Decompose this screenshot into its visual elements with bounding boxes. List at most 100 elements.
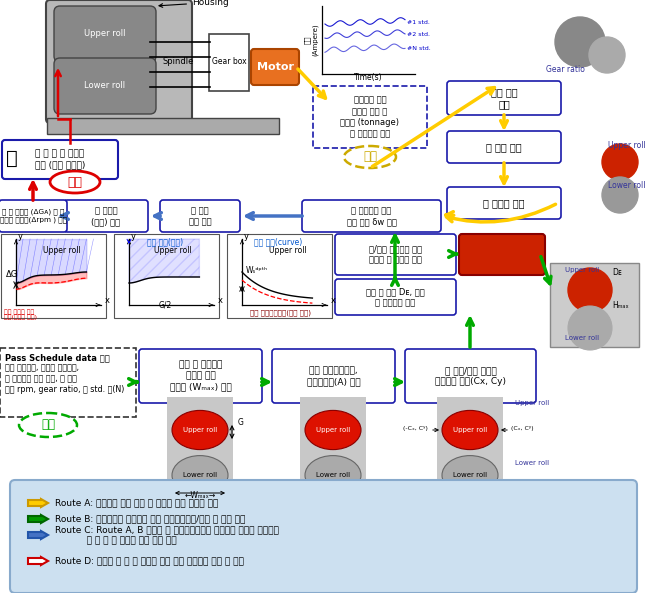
Circle shape	[589, 37, 625, 73]
Text: Route D: 산출된 롤 갭 및 회전수 조정 값을 운전실에 전달 및 제어: Route D: 산출된 롤 갭 및 회전수 조정 값을 운전실에 전달 및 제…	[55, 556, 244, 566]
Text: 마모 면적(빗금): 마모 면적(빗금)	[147, 237, 183, 246]
Text: 마모 곡선(curve): 마모 곡선(curve)	[254, 237, 302, 246]
Text: Pass Schedule data 입력: Pass Schedule data 입력	[5, 353, 110, 362]
Text: 소재 자유표면형상,
소재단면적(A) 계산: 소재 자유표면형상, 소재단면적(A) 계산	[306, 366, 361, 386]
Text: 입력: 입력	[41, 419, 55, 432]
Text: 롤 중심부의 최대
마모 깊이 δw 계산: 롤 중심부의 최대 마모 깊이 δw 계산	[346, 206, 397, 226]
Text: 롤 마모
커브 산출: 롤 마모 커브 산출	[189, 206, 212, 226]
FancyBboxPatch shape	[335, 234, 456, 275]
Text: Upper roll: Upper roll	[154, 246, 192, 255]
Text: ΔG: ΔG	[6, 270, 18, 279]
Text: Upper roll: Upper roll	[269, 246, 307, 255]
Ellipse shape	[344, 146, 396, 168]
FancyBboxPatch shape	[313, 86, 427, 148]
Ellipse shape	[19, 413, 77, 437]
Text: 소재 자유표면형상(빨간 점선): 소재 자유표면형상(빨간 점선)	[250, 309, 310, 315]
Text: Gear box: Gear box	[212, 58, 246, 66]
FancyBboxPatch shape	[167, 397, 233, 535]
FancyBboxPatch shape	[46, 0, 192, 123]
Text: 롤 공형/소재 폭퍼짘
접촉완료 위치(Cx, Cy): 롤 공형/소재 폭퍼짘 접촉완료 위치(Cx, Cy)	[435, 366, 506, 386]
Ellipse shape	[172, 455, 228, 495]
Text: Lower roll: Lower roll	[183, 472, 217, 478]
Text: Route A: 모터전류 변화 값을 롤 압하력 변화 값으로 계산: Route A: 모터전류 변화 값을 롤 압하력 변화 값으로 계산	[55, 499, 218, 508]
FancyBboxPatch shape	[272, 349, 395, 403]
Ellipse shape	[50, 171, 100, 193]
Text: Gear ratio: Gear ratio	[546, 65, 584, 74]
FancyBboxPatch shape	[447, 81, 561, 115]
Text: Wₛᵈᵖᵗʰ: Wₛᵈᵖᵗʰ	[246, 266, 268, 275]
Text: Upper roll: Upper roll	[183, 427, 217, 433]
FancyBboxPatch shape	[114, 234, 219, 318]
Text: #1 std.: #1 std.	[407, 21, 430, 25]
Text: Upper roll: Upper roll	[316, 427, 350, 433]
Ellipse shape	[305, 455, 361, 495]
Ellipse shape	[442, 410, 498, 449]
Text: Upper roll: Upper roll	[453, 427, 487, 433]
Text: Lower roll: Lower roll	[84, 81, 126, 91]
FancyBboxPatch shape	[64, 200, 148, 232]
Text: Lower roll: Lower roll	[453, 472, 487, 478]
Text: 동가 처리된 마모: 동가 처리된 마모	[4, 310, 34, 315]
Text: 면적(빨간색 빗금): 면적(빨간색 빗금)	[4, 314, 37, 320]
Text: #N std.: #N std.	[407, 46, 431, 52]
Text: Upper roll: Upper roll	[43, 246, 81, 255]
Text: 롤 갭 감소량 (ΔGᴀ) 및 롤
회전수 증가량(Δrpm ) 산출: 롤 갭 감소량 (ΔGᴀ) 및 롤 회전수 증가량(Δrpm ) 산출	[0, 209, 66, 224]
Text: 롤 갭 및 롤 회전수
조정 (압연 운전실): 롤 갭 및 롤 회전수 조정 (압연 운전실)	[35, 149, 85, 170]
Text: x: x	[331, 296, 336, 305]
FancyArrow shape	[28, 557, 48, 565]
FancyBboxPatch shape	[47, 118, 279, 134]
FancyBboxPatch shape	[300, 397, 366, 535]
Circle shape	[602, 177, 638, 213]
Text: Spindle: Spindle	[163, 58, 193, 66]
FancyBboxPatch shape	[437, 397, 503, 535]
Text: 유효 롤 직경 Dᴇ, 유효
롤 접촉길이 예측: 유효 롤 직경 Dᴇ, 유효 롤 접촉길이 예측	[366, 287, 425, 307]
FancyBboxPatch shape	[550, 263, 639, 347]
Text: Lower roll: Lower roll	[608, 181, 645, 190]
Text: 공형 롤 출구에서
소재의 최대
폭퍼짘 (Wₘₐₓ) 계산: 공형 롤 출구에서 소재의 최대 폭퍼짘 (Wₘₐₓ) 계산	[170, 361, 232, 391]
Ellipse shape	[172, 410, 228, 449]
Text: G/2: G/2	[159, 301, 172, 310]
FancyBboxPatch shape	[0, 200, 67, 232]
FancyBboxPatch shape	[54, 58, 156, 114]
Text: Lower roll: Lower roll	[515, 460, 549, 466]
Text: Hₘₐₓ: Hₘₐₓ	[612, 301, 629, 310]
Text: Motor: Motor	[257, 62, 293, 72]
Text: y: y	[131, 232, 136, 241]
Text: Dᴇ: Dᴇ	[612, 268, 622, 277]
FancyBboxPatch shape	[302, 200, 441, 232]
Text: G: G	[238, 418, 244, 427]
FancyBboxPatch shape	[227, 234, 332, 318]
Text: 롤/소재 접촉면적 계산
선진률 및 후진률 계산: 롤/소재 접촉면적 계산 선진률 및 후진률 계산	[369, 244, 422, 264]
Text: Time(s): Time(s)	[353, 73, 382, 82]
Text: 모터 토크
계산: 모터 토크 계산	[491, 87, 517, 109]
Text: #2 std.: #2 std.	[407, 33, 430, 37]
FancyBboxPatch shape	[0, 348, 136, 417]
FancyBboxPatch shape	[459, 234, 545, 275]
Text: ←Wₘₐₓ→: ←Wₘₐₓ→	[184, 491, 215, 500]
FancyArrow shape	[28, 499, 48, 507]
FancyBboxPatch shape	[54, 6, 156, 62]
Text: x: x	[105, 296, 110, 305]
Text: y: y	[244, 232, 249, 241]
Text: Housing: Housing	[159, 0, 229, 7]
FancyArrow shape	[28, 531, 48, 539]
Text: 빌렛 단면크기, 가열로 출구온도,
각 스탠드의 공형 치수, 롤 직경
모터 rpm, gear ratio, 총 std. 수(N): 빌렛 단면크기, 가열로 출구온도, 각 스탠드의 공형 치수, 롤 직경 모터…	[5, 363, 124, 394]
Text: (-Cₓ, Cʸ): (-Cₓ, Cʸ)	[402, 426, 428, 431]
FancyArrow shape	[28, 515, 48, 523]
Text: 출력: 출력	[68, 176, 83, 189]
FancyBboxPatch shape	[405, 349, 536, 403]
Circle shape	[602, 144, 638, 180]
FancyBboxPatch shape	[251, 49, 299, 85]
Text: 전류
(Ampere): 전류 (Ampere)	[304, 24, 318, 56]
FancyBboxPatch shape	[10, 480, 637, 593]
Text: Route B: 패스스케줄 데이터로 부터 소재변형상태/유효 롤 직경 계산: Route B: 패스스케줄 데이터로 부터 소재변형상태/유효 롤 직경 계산	[55, 515, 245, 524]
Text: 롤 토크 계산: 롤 토크 계산	[486, 142, 522, 152]
Ellipse shape	[442, 455, 498, 495]
FancyBboxPatch shape	[447, 131, 561, 163]
Text: 롤 마모량
(면적) 계산: 롤 마모량 (면적) 계산	[92, 206, 121, 226]
FancyBboxPatch shape	[335, 279, 456, 315]
Text: Route C: Route A, B 결과를 롤 마모해석모델에 적용하여 마모를 보상하는
           롤 갭 및 롤 회전수 조정 값을 산출: Route C: Route A, B 결과를 롤 마모해석모델에 적용하여 마…	[55, 525, 279, 545]
Text: x: x	[218, 296, 223, 305]
Text: Lower roll: Lower roll	[316, 472, 350, 478]
Text: 👤: 👤	[6, 148, 18, 167]
